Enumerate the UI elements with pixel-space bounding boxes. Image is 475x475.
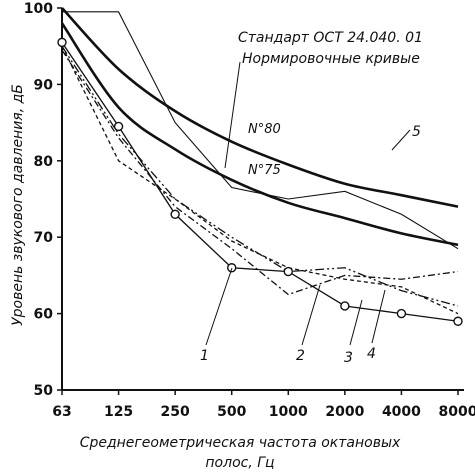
x-tick-label: 500: [217, 404, 246, 420]
y-tick-label: 90: [34, 77, 54, 93]
y-tick-label: 80: [34, 154, 54, 170]
x-tick-label: 4000: [382, 404, 421, 420]
ref-label-75: N°75: [248, 163, 281, 178]
y-tick-label: 50: [34, 383, 54, 399]
reference-curves: [60, 7, 459, 247]
series-label-1: 1: [200, 348, 209, 364]
series-1-marker: [396, 308, 407, 319]
series-1-marker: [113, 121, 124, 132]
x-tick-label: 8000: [439, 404, 475, 420]
series-1-marker: [283, 266, 293, 277]
leader-5: [391, 129, 411, 151]
reference-curve-75: [60, 22, 459, 247]
series-label-2: 2: [296, 348, 305, 364]
y-axis-label: Уровень звукового давления, дБ: [10, 84, 26, 326]
series-line-1: [61, 42, 459, 322]
leader-2: [301, 284, 321, 346]
series-line-3: [61, 45, 459, 315]
x-tick-label: 63: [52, 404, 71, 420]
series-1-marker: [170, 209, 180, 219]
legend-line-curves: Нормировочные кривые: [242, 51, 420, 67]
leader-1: [205, 267, 233, 346]
y-tick-label: 70: [34, 230, 54, 246]
ref-label-80: N°80: [248, 122, 281, 137]
reference-curve-80: [61, 7, 459, 208]
x-tick-label: 1000: [269, 404, 308, 420]
series-1-marker: [453, 316, 463, 326]
series-line-5: [62, 11, 459, 250]
series-line-2: [61, 49, 459, 296]
series-1-marker: [340, 301, 350, 311]
x-tick-label: 250: [161, 404, 190, 420]
series-1-marker: [57, 37, 67, 48]
x-axis-label-line1: Среднегеометрическая частота октановых: [80, 435, 401, 451]
x-tick-label: 2000: [325, 404, 364, 420]
y-tick-label: 100: [24, 1, 53, 17]
series-markers: [57, 37, 463, 326]
axes: [57, 7, 464, 395]
series-lines: [61, 11, 459, 322]
series-label-4: 4: [367, 346, 376, 362]
series-1-marker: [227, 263, 237, 273]
x-tick-label: 125: [104, 404, 133, 420]
series-line-4: [61, 45, 459, 307]
series-label-5: 5: [412, 124, 421, 140]
y-tick-label: 60: [34, 307, 54, 323]
leader-3: [349, 299, 363, 346]
x-axis-label-line2: полос, Гц: [205, 455, 274, 471]
leader-4: [371, 289, 386, 344]
legend-line-standard: Стандарт ОСТ 24.040. 01: [238, 30, 423, 46]
series-label-3: 3: [344, 350, 353, 366]
legend-pointer: [224, 61, 241, 169]
